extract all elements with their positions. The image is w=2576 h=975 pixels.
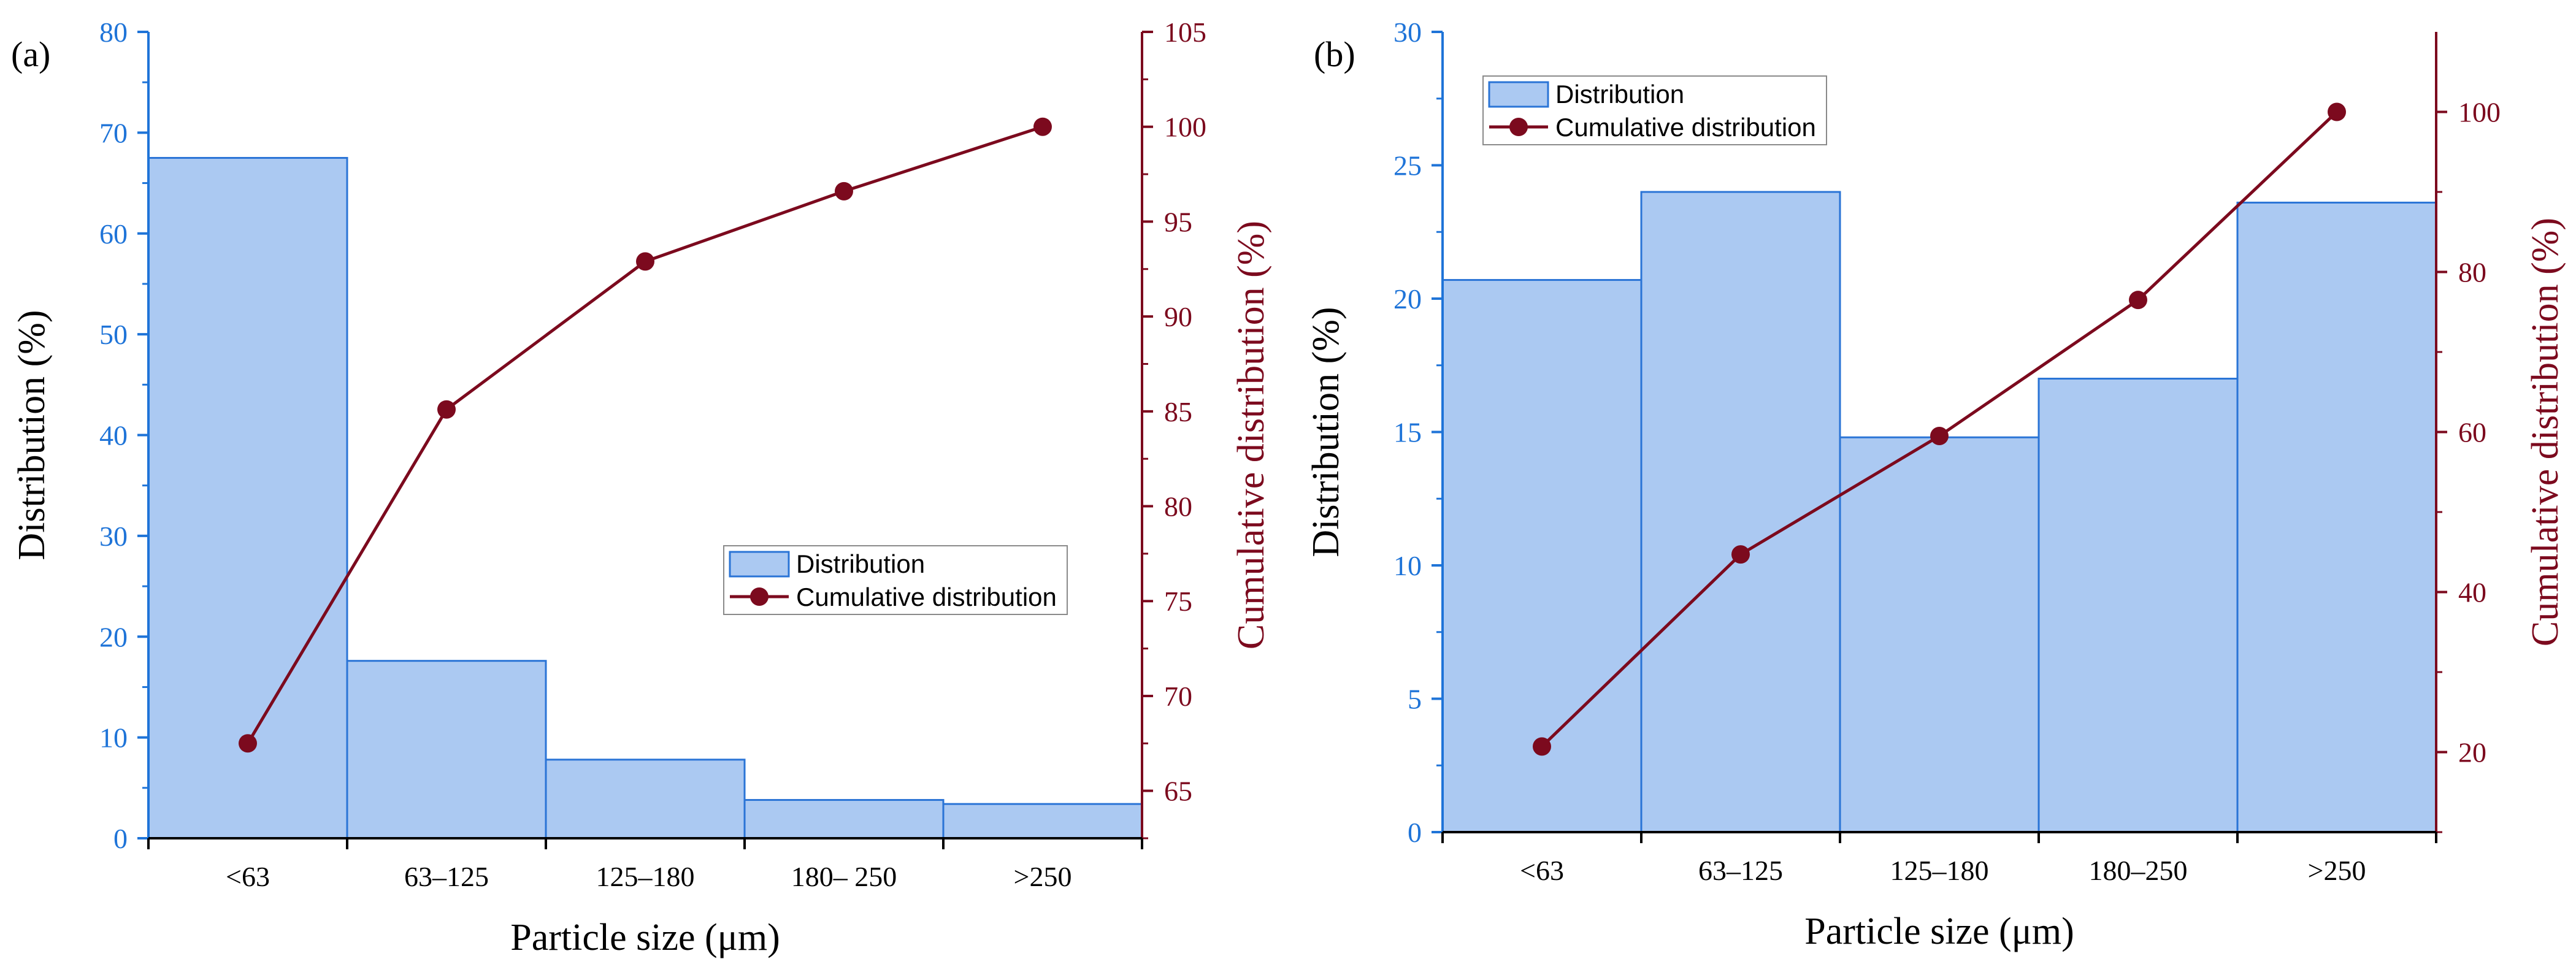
- cumulative-point: [835, 182, 853, 201]
- cumulative-point: [1533, 737, 1551, 756]
- left-tick-label: 70: [99, 117, 128, 148]
- right-axis-title: Cumulative distribution (%): [2524, 218, 2566, 646]
- cumulative-point: [437, 400, 456, 419]
- left-tick-label: 60: [99, 218, 128, 250]
- bar-3: [2037, 378, 2239, 833]
- x-category-label: >250: [2308, 855, 2366, 886]
- left-axis-title: Distribution (%): [1305, 307, 1347, 557]
- bar-3: [743, 799, 945, 839]
- left-tick-label: 10: [99, 722, 128, 754]
- bar-4: [2236, 201, 2437, 833]
- bar-1: [346, 660, 547, 839]
- cumulative-point: [636, 252, 654, 271]
- panel-b: 0 5 10 15 20 25 30 20 40 60 80 100 <63 63–125 125–180 1…: [1305, 17, 2566, 952]
- right-tick-label: 80: [2458, 257, 2486, 288]
- bar-1: [1640, 191, 1841, 833]
- legend-marker: [750, 587, 769, 606]
- panel-a: 0 10 20 30 40 50 60 70 80 65 70 75 80 85 90 95 100 105 <63…: [11, 17, 1272, 958]
- legend-label-cumulative: Cumulative distribution: [1555, 113, 1816, 142]
- legend-marker: [1509, 118, 1528, 136]
- legend-bar-swatch: [1488, 81, 1549, 108]
- bar-2: [545, 759, 746, 839]
- left-tick-label: 15: [1393, 417, 1422, 448]
- x-category-label: 125–180: [596, 861, 695, 892]
- panel-label: (b): [1314, 34, 1355, 74]
- right-tick-label: 65: [1164, 776, 1192, 807]
- x-category-label: >250: [1014, 861, 1072, 892]
- x-category-label: <63: [1520, 855, 1564, 886]
- cumulative-point: [1731, 545, 1750, 564]
- x-category-label: 63–125: [404, 861, 489, 892]
- left-tick-label: 80: [99, 17, 128, 48]
- x-category-label: 125–180: [1890, 855, 1989, 886]
- right-tick-label: 90: [1164, 301, 1192, 332]
- left-tick-label: 0: [113, 823, 128, 854]
- left-tick-label: 30: [99, 521, 128, 552]
- left-tick-label: 10: [1393, 550, 1422, 581]
- legend-bar-swatch: [729, 551, 790, 578]
- left-tick-label: 25: [1393, 150, 1422, 182]
- left-tick-label: 5: [1408, 684, 1422, 715]
- right-tick-label: 85: [1164, 396, 1192, 427]
- x-category-label: <63: [226, 861, 270, 892]
- cumulative-point: [2328, 102, 2346, 121]
- cumulative-point: [2129, 291, 2147, 310]
- right-tick-label: 75: [1164, 586, 1192, 617]
- left-tick-label: 30: [1393, 17, 1422, 48]
- bar-4: [942, 803, 1143, 839]
- x-category-label: 180–250: [2089, 855, 2188, 886]
- legend-label-distribution: Distribution: [796, 549, 925, 578]
- right-tick-label: 20: [2458, 737, 2486, 768]
- left-tick-label: 0: [1408, 817, 1422, 848]
- x-axis-title: Particle size (μm): [1804, 911, 2074, 952]
- right-tick-label: 105: [1164, 17, 1206, 48]
- right-tick-label: 80: [1164, 491, 1192, 522]
- left-axis-title: Distribution (%): [11, 310, 53, 560]
- left-tick-label: 50: [99, 319, 128, 350]
- right-tick-label: 70: [1164, 681, 1192, 712]
- cumulative-point: [239, 734, 257, 753]
- bar-0: [147, 156, 348, 839]
- panel-label: (a): [11, 34, 50, 74]
- left-tick-label: 40: [99, 420, 128, 451]
- right-tick-label: 100: [2458, 97, 2501, 128]
- bar-2: [1839, 436, 2040, 833]
- left-tick-label: 20: [99, 621, 128, 652]
- legend: Distribution Cumulative distribution: [1482, 75, 1827, 145]
- right-tick-label: 60: [2458, 417, 2486, 448]
- cumulative-point: [1033, 117, 1052, 136]
- legend-label-cumulative: Cumulative distribution: [796, 583, 1057, 611]
- right-axis-title: Cumulative distribution (%): [1230, 221, 1272, 649]
- cumulative-point: [1930, 427, 1949, 446]
- x-category-label: 63–125: [1698, 855, 1783, 886]
- x-category-label: 180– 250: [791, 861, 897, 892]
- right-tick-label: 95: [1164, 206, 1192, 237]
- right-tick-label: 100: [1164, 112, 1206, 143]
- x-axis-title: Particle size (μm): [510, 917, 780, 958]
- cumulative-line: [246, 125, 1043, 744]
- right-tick-label: 40: [2458, 577, 2486, 608]
- legend-label-distribution: Distribution: [1555, 80, 1684, 109]
- legend: Distribution Cumulative distribution: [723, 545, 1068, 615]
- left-tick-label: 20: [1393, 283, 1422, 315]
